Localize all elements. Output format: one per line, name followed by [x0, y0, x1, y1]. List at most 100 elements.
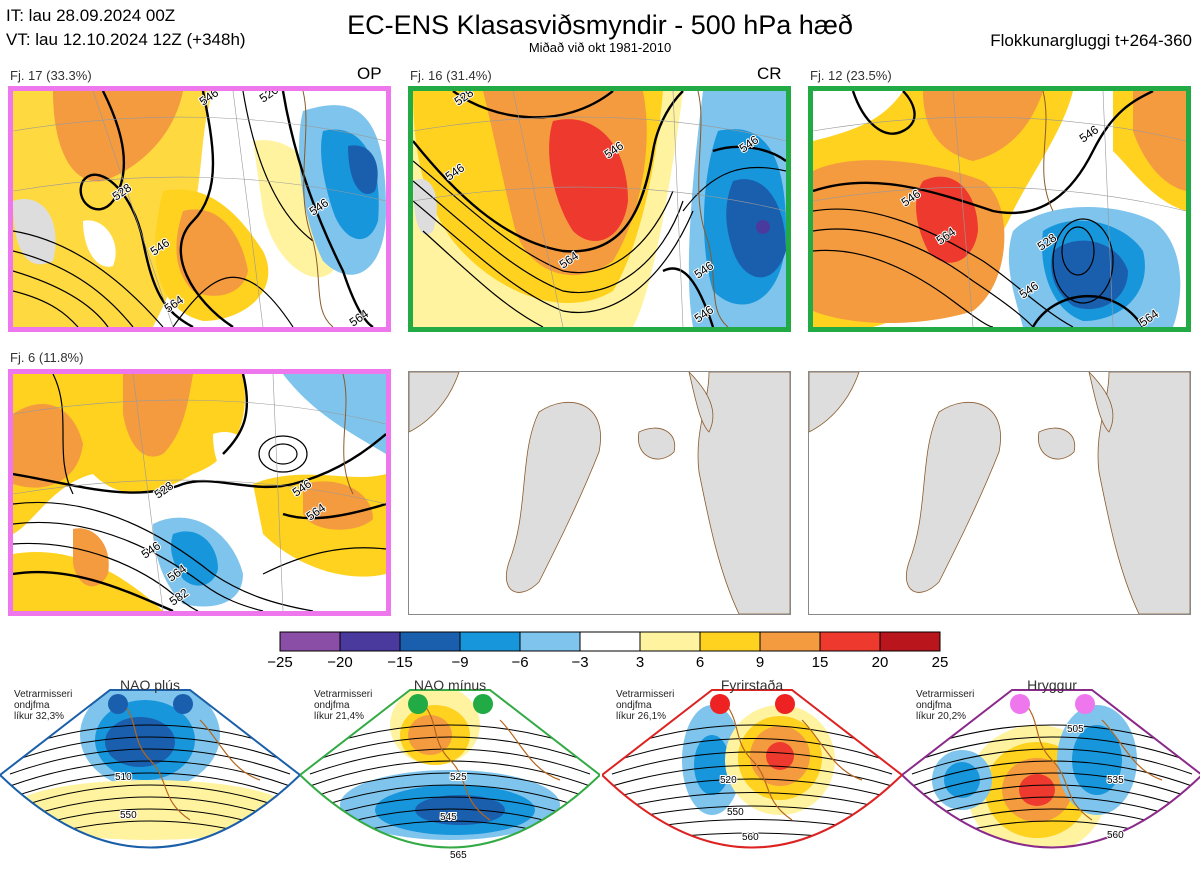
regime-contour-label: 510 [115, 772, 132, 783]
panel-2-label: Fj. 16 (31.4%) [410, 68, 492, 83]
regime-info: Vetrarmisseri ondjfma líkur 20,2% [916, 689, 974, 722]
regime-title: Hryggur [1027, 677, 1077, 693]
regime-info-line: Vetrarmisseri [14, 689, 73, 700]
cluster-map-panel-4[interactable]: 528 546 546 564 564 582 [8, 369, 391, 616]
contour-line [911, 760, 1193, 787]
regime-contour-label: 550 [120, 810, 137, 821]
colorbar-swatch [339, 631, 401, 652]
regime-marker-dot [473, 694, 493, 714]
empty-map-5 [408, 371, 791, 615]
colorbar-swatch [579, 631, 641, 652]
coastline [419, 699, 561, 821]
colorbar [279, 631, 941, 652]
regime-info-line: Vetrarmisseri [616, 689, 675, 700]
contour-line [911, 772, 1193, 799]
contour-line [911, 796, 1193, 823]
regime-contour-label: 520 [720, 775, 737, 786]
contour-line [911, 784, 1193, 811]
colorbar-swatch [519, 631, 581, 652]
contour-line [9, 772, 291, 799]
panel-1-tag: OP [357, 64, 382, 83]
colorbar-tick-label: 3 [635, 654, 645, 671]
regime-info-line: Vetrarmisseri [314, 689, 373, 700]
colorbar-tick-label: 15 [811, 654, 829, 671]
colorbar-tick-label: 6 [695, 654, 705, 671]
colorbar-tick-label: −20 [327, 654, 353, 671]
contour-line [9, 736, 291, 763]
regime-panel-2[interactable]: 525 545 565 [300, 680, 600, 870]
regime-contour-label: 535 [1107, 775, 1124, 786]
regime-contour-label: 560 [742, 832, 759, 843]
contour-line [9, 760, 291, 787]
regime-contour-label: 560 [1107, 830, 1124, 841]
anomaly-shading [105, 717, 175, 767]
regime-panel-3[interactable]: 520 550 560 [602, 680, 902, 870]
regime-title: NAO mínus [413, 677, 487, 693]
regime-info-line: Vetrarmisseri [916, 689, 975, 700]
regime-info-line: líkur 20,2% [916, 711, 967, 722]
contour-line [309, 748, 591, 775]
anomaly-shading [766, 742, 794, 770]
contour-line [309, 736, 591, 763]
colorbar-swatch [639, 631, 701, 652]
classification-window: Flokkunargluggi t+264-360 [990, 31, 1192, 50]
regime-frame [902, 689, 1200, 849]
anomaly-shading [694, 735, 730, 795]
regime-info: Vetrarmisseri ondjfma líkur 32,3% [14, 689, 72, 722]
colorbar-swatch [459, 631, 521, 652]
colorbar-tick-label: 25 [931, 654, 949, 671]
colorbar-swatch [819, 631, 881, 652]
colorbar-swatch [879, 631, 941, 652]
contour-line [309, 772, 591, 799]
page-subtitle: Miðað við okt 1981-2010 [528, 40, 672, 55]
regime-info-line: ondjfma [314, 700, 350, 711]
regime-panel-4[interactable]: 505 535 560 [902, 680, 1200, 870]
colorbar-swatch [279, 631, 341, 652]
regime-info-line: ondjfma [14, 700, 50, 711]
regime-marker-dot [108, 694, 128, 714]
empty-map-6 [808, 371, 1191, 615]
regime-title: NAO plús [120, 677, 180, 693]
colorbar-swatch [759, 631, 821, 652]
contour-line [9, 796, 291, 823]
contour-line [309, 760, 591, 787]
cluster-map-panel-2[interactable]: 528 546 546 564 546 546 546 [408, 86, 791, 332]
cluster-map-panel-3[interactable]: 546 564 546 528 546 564 [808, 86, 1191, 332]
panel-2-tag: CR [757, 64, 782, 83]
coastline [721, 699, 863, 821]
colorbar-tick-label: 20 [871, 654, 889, 671]
regime-title: Fyrirstaða [720, 677, 784, 693]
anomaly-shading [944, 762, 980, 798]
regime-marker-dot [408, 694, 428, 714]
regime-contour-label: 525 [450, 772, 467, 783]
contour-line [611, 738, 893, 763]
regime-contour-label: 565 [450, 850, 467, 861]
contour-line [911, 748, 1193, 775]
regime-panel-1[interactable]: 510 550 [0, 680, 300, 870]
regime-frame [300, 689, 600, 849]
colorbar-tick-label: −9 [451, 654, 469, 671]
cluster-map-panel-1[interactable]: 528 546 546 564 564 520 546 [8, 86, 391, 332]
contour-line [611, 751, 893, 775]
regime-marker-dot [173, 694, 193, 714]
regime-info-line: líkur 26,1% [616, 711, 667, 722]
contour-line [911, 736, 1193, 763]
anomaly-shading [1019, 774, 1055, 806]
regime-frame [0, 689, 300, 849]
panel-3-label: Fj. 12 (23.5%) [810, 68, 892, 83]
regime-info-line: líkur 21,4% [314, 711, 365, 722]
contour-line [611, 792, 893, 811]
regime-marker-dot [1010, 694, 1030, 714]
colorbar-tick-label: −25 [267, 654, 293, 671]
init-time: IT: lau 28.09.2024 00Z [6, 6, 176, 25]
page-title: EC-ENS Klasasviðsmyndir - 500 hPa hæð [347, 10, 853, 40]
regime-info-line: ondjfma [616, 700, 652, 711]
regime-contour-label: 545 [440, 812, 457, 823]
regime-info-line: ondjfma [916, 700, 952, 711]
empty-map-5-drawing [409, 372, 790, 614]
colorbar-tick-label: 9 [755, 654, 765, 671]
empty-map-6-drawing [809, 372, 1190, 614]
